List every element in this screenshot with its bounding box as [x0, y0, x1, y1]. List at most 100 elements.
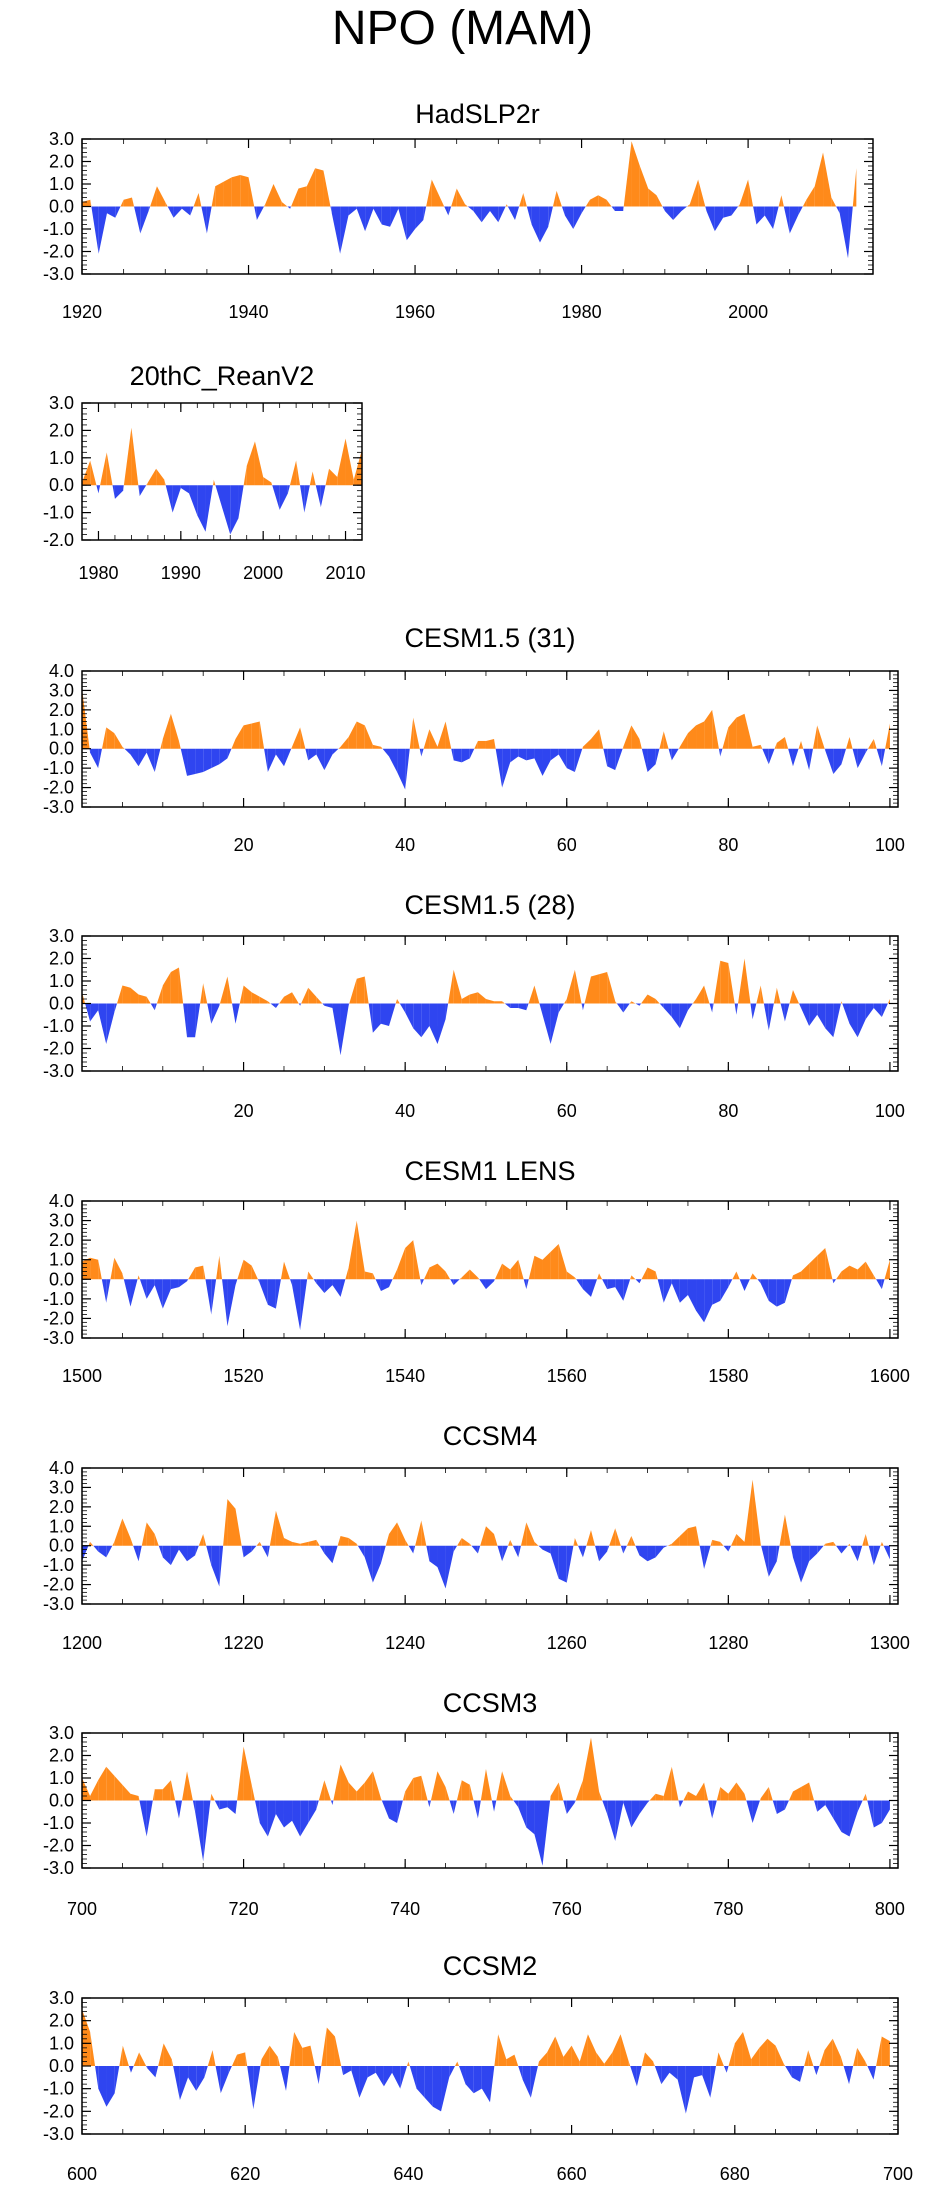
negative-area — [368, 1003, 373, 1033]
positive-area — [823, 1543, 826, 1546]
positive-area — [574, 1537, 579, 1546]
negative-area — [513, 1800, 519, 1808]
y-tick-label: -1.0 — [43, 1555, 74, 1575]
positive-area — [146, 996, 151, 1004]
positive-area — [348, 1537, 357, 1546]
negative-area — [784, 1003, 790, 1022]
positive-area — [609, 1528, 616, 1546]
negative-area — [106, 1545, 113, 1558]
negative-area — [267, 748, 276, 773]
positive-area — [712, 1539, 721, 1546]
negative-area — [324, 1279, 333, 1293]
positive-area — [768, 1787, 773, 1801]
positive-area — [90, 1541, 94, 1546]
y-tick-label: -3.0 — [43, 797, 74, 817]
positive-area — [496, 1771, 503, 1801]
positive-area — [812, 725, 818, 749]
positive-area — [213, 479, 216, 486]
positive-area — [445, 1271, 451, 1280]
negative-area — [211, 1279, 217, 1315]
positive-area — [550, 1796, 551, 1801]
positive-area — [649, 1793, 656, 1801]
positive-area — [364, 725, 373, 749]
positive-area — [138, 1275, 140, 1280]
negative-area — [720, 748, 723, 757]
positive-area — [170, 967, 179, 1004]
negative-area — [183, 1003, 188, 1038]
positive-area — [219, 1255, 223, 1280]
negative-area — [423, 206, 427, 220]
negative-area — [518, 2066, 523, 2080]
negative-area — [220, 2066, 229, 2094]
positive-area — [283, 1537, 293, 1546]
positive-area — [307, 1271, 309, 1280]
negative-area — [538, 1545, 543, 1550]
positive-area — [744, 958, 751, 1004]
negative-area — [389, 1800, 398, 1823]
positive-area — [589, 195, 599, 207]
negative-area — [453, 1800, 457, 1814]
negative-area — [241, 1545, 244, 1558]
positive-area — [849, 1265, 858, 1280]
positive-area — [147, 468, 157, 486]
negative-area — [130, 1279, 138, 1307]
negative-area — [441, 2066, 450, 2112]
positive-area — [801, 1263, 810, 1280]
positive-area — [345, 438, 354, 486]
y-tick-label: -1.0 — [43, 1016, 74, 1036]
positive-area — [457, 1537, 462, 1546]
negative-area — [372, 1003, 381, 1033]
positive-area — [337, 1536, 341, 1546]
negative-area — [481, 206, 490, 223]
positive-area — [518, 1259, 524, 1280]
positive-area — [847, 1543, 850, 1546]
positive-area — [728, 1782, 737, 1801]
positive-area — [216, 1255, 220, 1280]
positive-area — [380, 746, 383, 749]
positive-area — [364, 1271, 373, 1280]
positive-area — [223, 177, 232, 207]
negative-area — [635, 1003, 640, 1006]
negative-area — [158, 1545, 163, 1558]
positive-area — [629, 1001, 632, 1004]
negative-area — [852, 748, 858, 769]
positive-area — [728, 2043, 735, 2066]
negative-area — [341, 2066, 344, 2076]
positive-area — [90, 199, 92, 207]
positive-area — [112, 1541, 115, 1546]
negative-area — [839, 206, 849, 259]
negative-area — [364, 1545, 373, 1583]
positive-area — [720, 1541, 724, 1546]
positive-area — [251, 992, 260, 1004]
negative-area — [449, 2066, 456, 2078]
positive-area — [156, 985, 163, 1004]
positive-area — [514, 2054, 519, 2066]
negative-area — [98, 748, 103, 769]
positive-area — [836, 1271, 842, 1280]
negative-area — [319, 1545, 325, 1554]
negative-area — [718, 748, 721, 757]
panel-cesm1-lens: 4.03.02.01.00.0-1.0-2.0-3.0 1500 1520 1540 1… — [43, 1156, 910, 1386]
positive-area — [631, 141, 640, 207]
negative-area — [421, 1279, 425, 1286]
positive-area — [647, 1267, 656, 1280]
positive-area — [833, 1541, 837, 1546]
negative-area — [372, 1545, 381, 1583]
x-tick-label: 1260 — [547, 1633, 587, 1653]
negative-area — [227, 1800, 236, 1814]
negative-area — [784, 1800, 789, 1810]
positive-area — [349, 978, 357, 1004]
negative-area — [636, 2066, 642, 2087]
negative-area — [671, 748, 679, 761]
positive-area — [846, 737, 850, 749]
positive-area — [98, 1766, 107, 1801]
negative-area — [453, 748, 462, 763]
y-tick-label: 3.0 — [49, 129, 74, 149]
positive-area — [356, 1220, 365, 1280]
positive-area — [389, 1522, 398, 1546]
negative-area — [195, 1800, 204, 1862]
negative-area — [630, 2066, 637, 2087]
y-tick-label: -3.0 — [43, 1328, 74, 1348]
positive-area — [498, 2034, 507, 2066]
positive-area — [187, 1771, 193, 1801]
